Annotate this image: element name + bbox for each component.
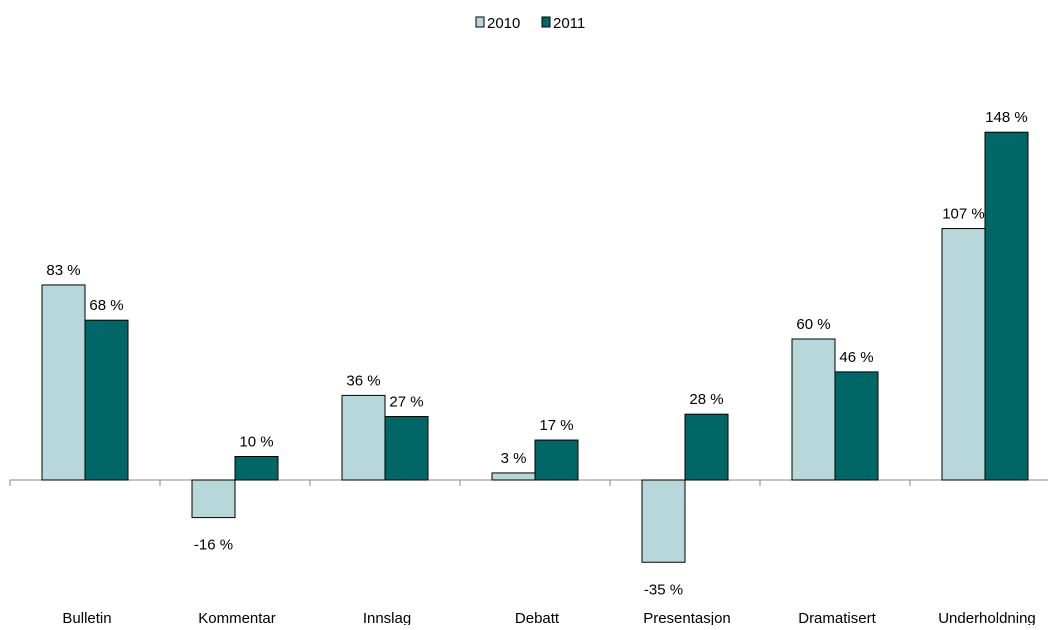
category-label-debatt: Debatt — [515, 610, 560, 625]
bar-2010-kommentar — [191, 479, 236, 519]
data-label-2011-dramatisert: 46 % — [839, 349, 873, 366]
bar-2010-innslag — [341, 394, 386, 481]
data-label-2010-debatt: 3 % — [501, 450, 527, 467]
bar-2011-presentasjon — [684, 413, 729, 481]
category-label-underholdning: Underholdning — [938, 610, 1036, 625]
data-label-2011-kommentar: 10 % — [239, 434, 273, 451]
bar-2010-dramatisert — [791, 338, 836, 481]
category-label-presentasjon: Presentasjon — [643, 610, 731, 625]
data-label-2011-debatt: 17 % — [539, 417, 573, 434]
category-label-dramatisert: Dramatisert — [798, 610, 876, 625]
data-label-2010-innslag: 36 % — [346, 372, 380, 389]
category-label-bulletin: Bulletin — [62, 610, 111, 625]
data-label-2011-presentasjon: 28 % — [689, 391, 723, 408]
bar-2011-bulletin — [84, 319, 129, 481]
data-label-2010-kommentar: -16 % — [194, 537, 233, 554]
bar-2010-underholdning — [941, 228, 986, 481]
data-label-2011-bulletin: 68 % — [89, 297, 123, 314]
bar-2011-underholdning — [984, 131, 1029, 481]
category-label-kommentar: Kommentar — [198, 610, 276, 625]
data-label-2010-bulletin: 83 % — [46, 262, 80, 279]
data-label-2011-innslag: 27 % — [389, 394, 423, 411]
bar-2010-presentasjon — [641, 479, 686, 563]
bar-2010-bulletin — [41, 284, 86, 481]
bar-2011-kommentar — [234, 456, 279, 481]
bar-2011-dramatisert — [834, 371, 879, 481]
legend-label-2011: 2011 — [553, 15, 585, 32]
bar-2011-debatt — [534, 439, 579, 481]
data-label-2011-underholdning: 148 % — [985, 109, 1028, 126]
bar-2010-debatt — [491, 472, 536, 481]
legend-swatch-2011 — [541, 16, 551, 28]
category-label-innslag: Innslag — [363, 610, 411, 625]
bar-2011-innslag — [384, 416, 429, 481]
legend-swatch-2010 — [475, 16, 485, 28]
legend-label-2010: 2010 — [487, 15, 520, 32]
data-label-2010-underholdning: 107 % — [942, 206, 985, 223]
data-label-2010-presentasjon: -35 % — [644, 581, 683, 598]
data-label-2010-dramatisert: 60 % — [796, 316, 830, 333]
